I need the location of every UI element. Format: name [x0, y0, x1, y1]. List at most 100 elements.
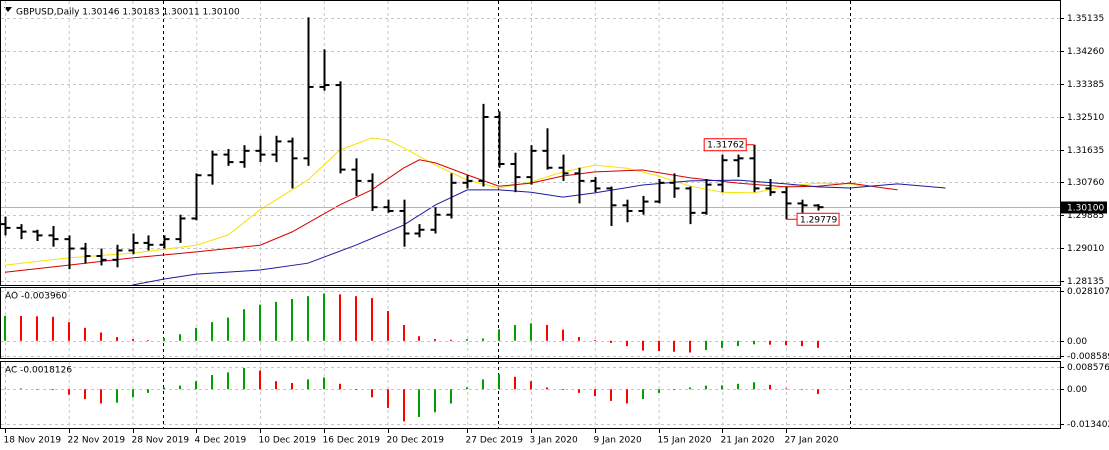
histogram-bar [418, 336, 420, 341]
histogram-bar [498, 329, 500, 341]
histogram-bar [84, 327, 86, 341]
histogram-bar [418, 389, 420, 417]
histogram-bar [52, 389, 54, 391]
y-tick-label: 1.29885 [1067, 211, 1104, 221]
histogram-bar [689, 387, 691, 390]
histogram-bar [514, 325, 516, 341]
histogram-bar [100, 332, 102, 341]
histogram-bar [116, 389, 118, 403]
histogram-bar [291, 383, 293, 390]
histogram-bar [689, 340, 691, 353]
histogram-bar [100, 389, 102, 404]
ao-pane [0, 287, 1061, 359]
histogram-bar [626, 389, 628, 404]
y-tick-label: 1.28135 [1067, 277, 1104, 287]
histogram-bar [721, 340, 723, 348]
x-tick-label: 15 Jan 2020 [658, 436, 712, 446]
histogram-bar [355, 389, 357, 391]
histogram-bar [546, 387, 548, 390]
y-tick-label: 1.31635 [1067, 146, 1104, 156]
histogram-bar [578, 337, 580, 341]
histogram-bar [68, 389, 70, 395]
y-tick-label: -0.013402 [1067, 420, 1109, 430]
histogram-bar [387, 389, 389, 408]
histogram-bar [817, 340, 819, 348]
histogram-bar [403, 325, 405, 341]
ac-pane [0, 361, 1061, 429]
histogram-bar [498, 374, 500, 390]
histogram-bar [769, 340, 771, 345]
histogram-bar [371, 298, 373, 341]
histogram-bar [466, 339, 468, 341]
histogram-bar [243, 309, 245, 341]
x-tick-label: 3 Jan 2020 [530, 436, 578, 446]
histogram-bar [355, 296, 357, 341]
x-tick-label: 22 Nov 2019 [68, 436, 126, 446]
y-tick-label: -0.008589 [1067, 352, 1109, 362]
histogram-bar [673, 340, 675, 352]
histogram-bar [658, 389, 660, 393]
histogram-bar [626, 340, 628, 347]
x-tick-label: 21 Jan 2020 [721, 436, 775, 446]
price-pane [0, 0, 1061, 286]
histogram-bar [594, 389, 596, 397]
x-tick-label: 20 Dec 2019 [387, 436, 445, 446]
histogram-bar [179, 334, 181, 341]
histogram-bar [785, 340, 787, 346]
histogram-bar [610, 340, 612, 343]
histogram-bar [195, 381, 197, 390]
histogram-bar [36, 388, 38, 390]
histogram-bar [147, 340, 149, 341]
histogram-bar [450, 339, 452, 341]
histogram-bar [211, 322, 213, 341]
histogram-bar [132, 389, 134, 398]
x-tick-label: 9 Jan 2020 [594, 436, 642, 446]
histogram-bar [562, 329, 564, 341]
histogram-bar [36, 316, 38, 341]
moving-average-line [132, 179, 946, 286]
annotation-label: 1.29779 [800, 215, 837, 225]
histogram-bar [20, 315, 22, 341]
histogram-bar [371, 389, 373, 398]
histogram-bar [195, 327, 197, 341]
histogram-bar [52, 316, 54, 341]
histogram-bar [753, 382, 755, 390]
y-tick-label: 0.00 [1067, 337, 1087, 347]
histogram-bar [339, 383, 341, 390]
histogram-bar [4, 315, 6, 341]
x-tick-label: 16 Dec 2019 [323, 436, 381, 446]
annotation-box [796, 212, 840, 226]
histogram-bar [275, 381, 277, 390]
histogram-bar [817, 389, 819, 394]
histogram-bar [721, 385, 723, 390]
annotation-label: 1.31762 [707, 141, 744, 151]
histogram-bar [227, 372, 229, 390]
histogram-bar [147, 389, 149, 393]
histogram-bar [737, 340, 739, 347]
histogram-bar [546, 325, 548, 341]
histogram-bar [466, 387, 468, 390]
y-tick-label: 1.34260 [1067, 47, 1104, 57]
histogram-bar [20, 388, 22, 390]
histogram-bar [530, 323, 532, 341]
histogram-bar [482, 379, 484, 390]
y-tick-label: 0.00 [1067, 385, 1087, 395]
histogram-bar [323, 377, 325, 390]
x-tick-label: 27 Jan 2020 [785, 436, 839, 446]
x-tick-label: 28 Nov 2019 [132, 436, 190, 446]
histogram-bar [658, 340, 660, 352]
y-tick-label: 1.29010 [1067, 244, 1104, 254]
histogram-bar [307, 379, 309, 390]
histogram-bar [642, 389, 644, 400]
histogram-bar [259, 304, 261, 341]
histogram-bar [84, 389, 86, 400]
histogram-bar [291, 298, 293, 341]
price-line-label: 1.30100 [1067, 204, 1104, 214]
histogram-bar [450, 389, 452, 404]
pane-title: AO -0.003960 [5, 292, 67, 302]
histogram-bar [769, 384, 771, 390]
pane-title: AC -0.0018126 [5, 366, 72, 376]
histogram-bar [785, 388, 787, 390]
histogram-bar [179, 385, 181, 390]
